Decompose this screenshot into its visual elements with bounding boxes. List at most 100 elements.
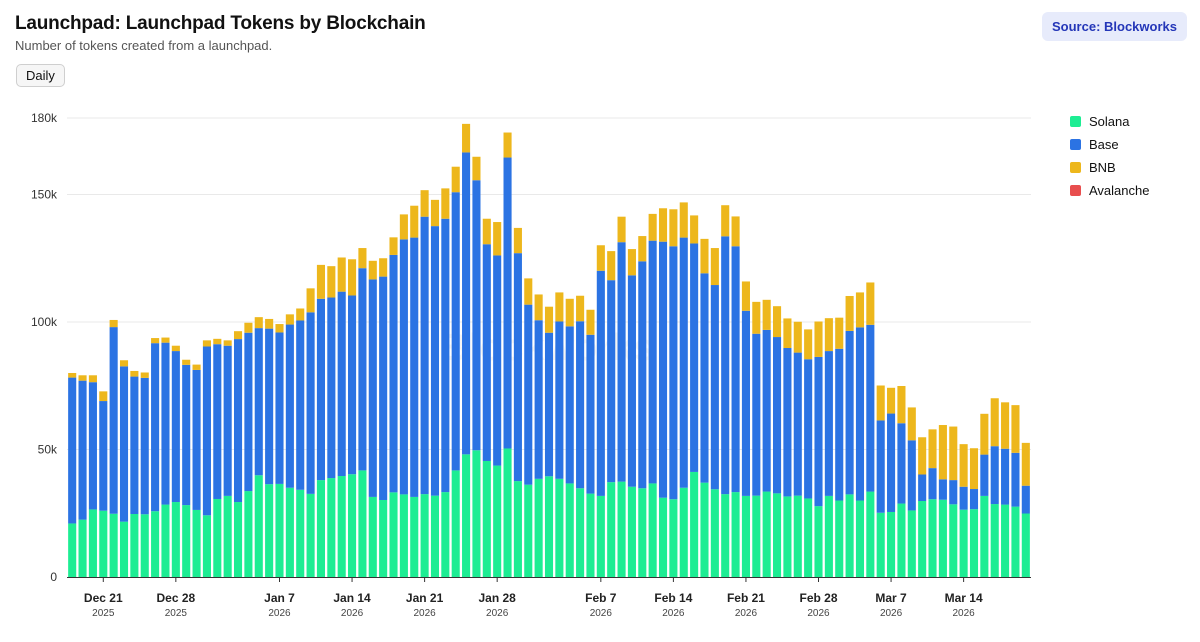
- bar-base: [285, 324, 294, 488]
- bar-solana: [182, 505, 191, 577]
- bar-bnb: [731, 216, 740, 247]
- bar-bnb: [596, 245, 605, 271]
- bar-base: [202, 346, 211, 516]
- bar-bnb: [544, 306, 554, 333]
- bar-base: [752, 333, 761, 496]
- legend-item-solana[interactable]: Solana: [1070, 110, 1149, 133]
- bar-base: [969, 489, 979, 510]
- bar-bnb: [576, 295, 585, 322]
- legend-swatch-solana: [1070, 116, 1081, 127]
- bar-bnb: [399, 214, 408, 240]
- bar-solana: [202, 515, 211, 577]
- bar-solana: [379, 499, 388, 577]
- bar-base: [627, 275, 636, 487]
- bar-base: [348, 295, 357, 475]
- bar-solana: [151, 511, 160, 577]
- bar-bnb: [617, 216, 626, 243]
- bar-bnb: [379, 258, 388, 277]
- bar-base: [928, 468, 937, 500]
- bar-base: [679, 237, 688, 488]
- legend-item-base[interactable]: Base: [1070, 133, 1149, 156]
- bar-base: [907, 440, 916, 511]
- bar-base: [379, 276, 388, 500]
- bar-solana: [275, 483, 284, 577]
- legend-item-avalanche[interactable]: Avalanche: [1070, 179, 1149, 202]
- bar-solana: [368, 496, 377, 577]
- bar-base: [441, 218, 450, 493]
- bar-base: [710, 285, 719, 490]
- y-tick-label: 100k: [31, 315, 58, 329]
- bar-solana: [990, 504, 999, 577]
- bar-bnb: [835, 317, 844, 349]
- bar-bnb: [793, 321, 802, 353]
- bar-bnb: [783, 318, 792, 349]
- bar-bnb: [949, 426, 958, 481]
- x-tick-year: 2026: [662, 608, 685, 619]
- bar-bnb: [679, 202, 688, 238]
- source-button[interactable]: Source: Blockworks: [1042, 12, 1187, 41]
- bar-bnb: [959, 444, 968, 487]
- bar-solana: [285, 487, 294, 577]
- bar-solana: [586, 493, 595, 577]
- bar-bnb: [1001, 402, 1010, 449]
- x-tick-label: Feb 21: [727, 591, 765, 605]
- bar-bnb: [368, 260, 377, 280]
- bar-base: [182, 364, 191, 506]
- bar-bnb: [586, 309, 595, 335]
- bar-solana: [88, 509, 97, 577]
- bar-solana: [213, 498, 222, 577]
- chart-title: Launchpad: Launchpad Tokens by Blockchai…: [15, 13, 426, 34]
- bar-bnb: [824, 318, 833, 352]
- bar-solana: [534, 478, 543, 577]
- bar-bnb: [151, 338, 160, 344]
- bar-base: [223, 345, 232, 496]
- bar-bnb: [555, 292, 564, 322]
- bar-bnb: [493, 222, 502, 256]
- y-tick-label: 150k: [31, 188, 58, 202]
- bar-base: [980, 454, 989, 496]
- legend-item-bnb[interactable]: BNB: [1070, 156, 1149, 179]
- bar-base: [265, 328, 274, 485]
- bar-base: [358, 268, 367, 471]
- bar-solana: [565, 483, 574, 577]
- bar-bnb: [472, 156, 481, 181]
- bar-solana: [845, 494, 854, 577]
- bar-solana: [918, 501, 927, 577]
- bar-bnb: [1021, 442, 1030, 486]
- bar-solana: [109, 513, 118, 577]
- bar-solana: [607, 482, 616, 577]
- bar-base: [690, 243, 699, 472]
- bar-solana: [1001, 504, 1010, 577]
- bar-solana: [814, 506, 823, 577]
- bar-bnb: [223, 340, 232, 346]
- bar-solana: [430, 495, 440, 577]
- bar-bnb: [410, 205, 419, 238]
- bar-solana: [690, 471, 699, 577]
- bar-base: [876, 420, 885, 513]
- x-tick-label: Feb 28: [799, 591, 837, 605]
- x-tick-label: Jan 28: [478, 591, 516, 605]
- bar-bnb: [928, 429, 937, 469]
- bar-bnb: [876, 385, 885, 421]
- legend-swatch-base: [1070, 139, 1081, 150]
- x-tick-year: 2026: [952, 608, 975, 619]
- bar-solana: [835, 500, 844, 577]
- bar-base: [824, 351, 833, 496]
- bar-bnb: [855, 292, 865, 328]
- bar-bnb: [980, 413, 989, 455]
- bar-bnb: [513, 227, 522, 254]
- daily-toggle-button[interactable]: Daily: [16, 64, 65, 87]
- bar-base: [658, 241, 668, 498]
- bar-solana: [358, 470, 367, 577]
- bar-solana: [78, 519, 87, 578]
- x-tick-year: 2025: [92, 608, 115, 619]
- legend-swatch-bnb: [1070, 162, 1081, 173]
- legend-swatch-avalanche: [1070, 185, 1081, 196]
- bar-solana: [420, 494, 429, 578]
- y-tick-label: 50k: [38, 443, 58, 457]
- bar-bnb: [182, 359, 191, 365]
- bar-solana: [969, 509, 979, 577]
- x-tick-year: 2026: [341, 608, 364, 619]
- bar-base: [493, 255, 502, 466]
- bar-solana: [233, 502, 243, 577]
